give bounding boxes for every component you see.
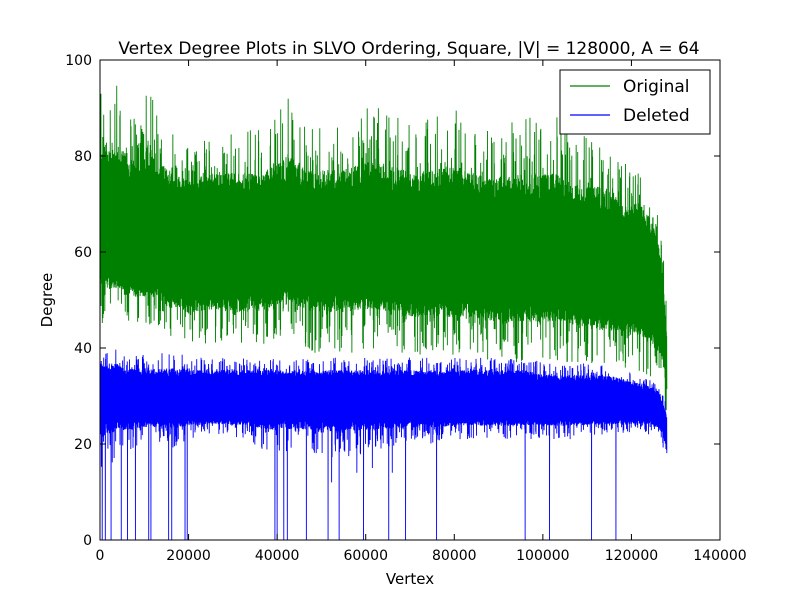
legend-box bbox=[559, 69, 711, 135]
chart-title: Vertex Degree Plots in SLVO Ordering, Sq… bbox=[118, 39, 699, 59]
legend-label-original: Original bbox=[623, 77, 690, 97]
plot-frame bbox=[99, 59, 721, 541]
y-tick-label: 100 bbox=[65, 53, 92, 69]
legend-label-deleted: Deleted bbox=[623, 106, 690, 126]
plot-series bbox=[100, 85, 668, 540]
y-tick-label: 0 bbox=[83, 533, 92, 549]
x-tick-label: 100000 bbox=[516, 548, 569, 564]
x-tick-label: 80000 bbox=[432, 548, 477, 564]
x-tick-label: 20000 bbox=[166, 548, 211, 564]
legend: Original Deleted bbox=[559, 69, 711, 135]
y-tick-label: 80 bbox=[74, 149, 92, 165]
y-tick-label: 40 bbox=[74, 341, 92, 357]
x-tick-label: 60000 bbox=[343, 548, 388, 564]
y-axis: 0 20 40 60 80 100 bbox=[65, 53, 720, 549]
y-axis-label: Degree bbox=[38, 273, 56, 328]
x-tick-label: 140000 bbox=[693, 548, 746, 564]
x-tick-label: 0 bbox=[96, 548, 105, 564]
y-tick-label: 20 bbox=[74, 437, 92, 453]
x-axis-label: Vertex bbox=[386, 570, 434, 588]
x-tick-label: 40000 bbox=[255, 548, 300, 564]
series-line-original bbox=[100, 85, 668, 411]
y-tick-label: 60 bbox=[74, 245, 92, 261]
x-tick-label: 120000 bbox=[605, 548, 658, 564]
series-line-deleted bbox=[100, 349, 668, 540]
x-axis: 0 20000 40000 60000 80000 100000 120000 140000 bbox=[96, 60, 747, 564]
